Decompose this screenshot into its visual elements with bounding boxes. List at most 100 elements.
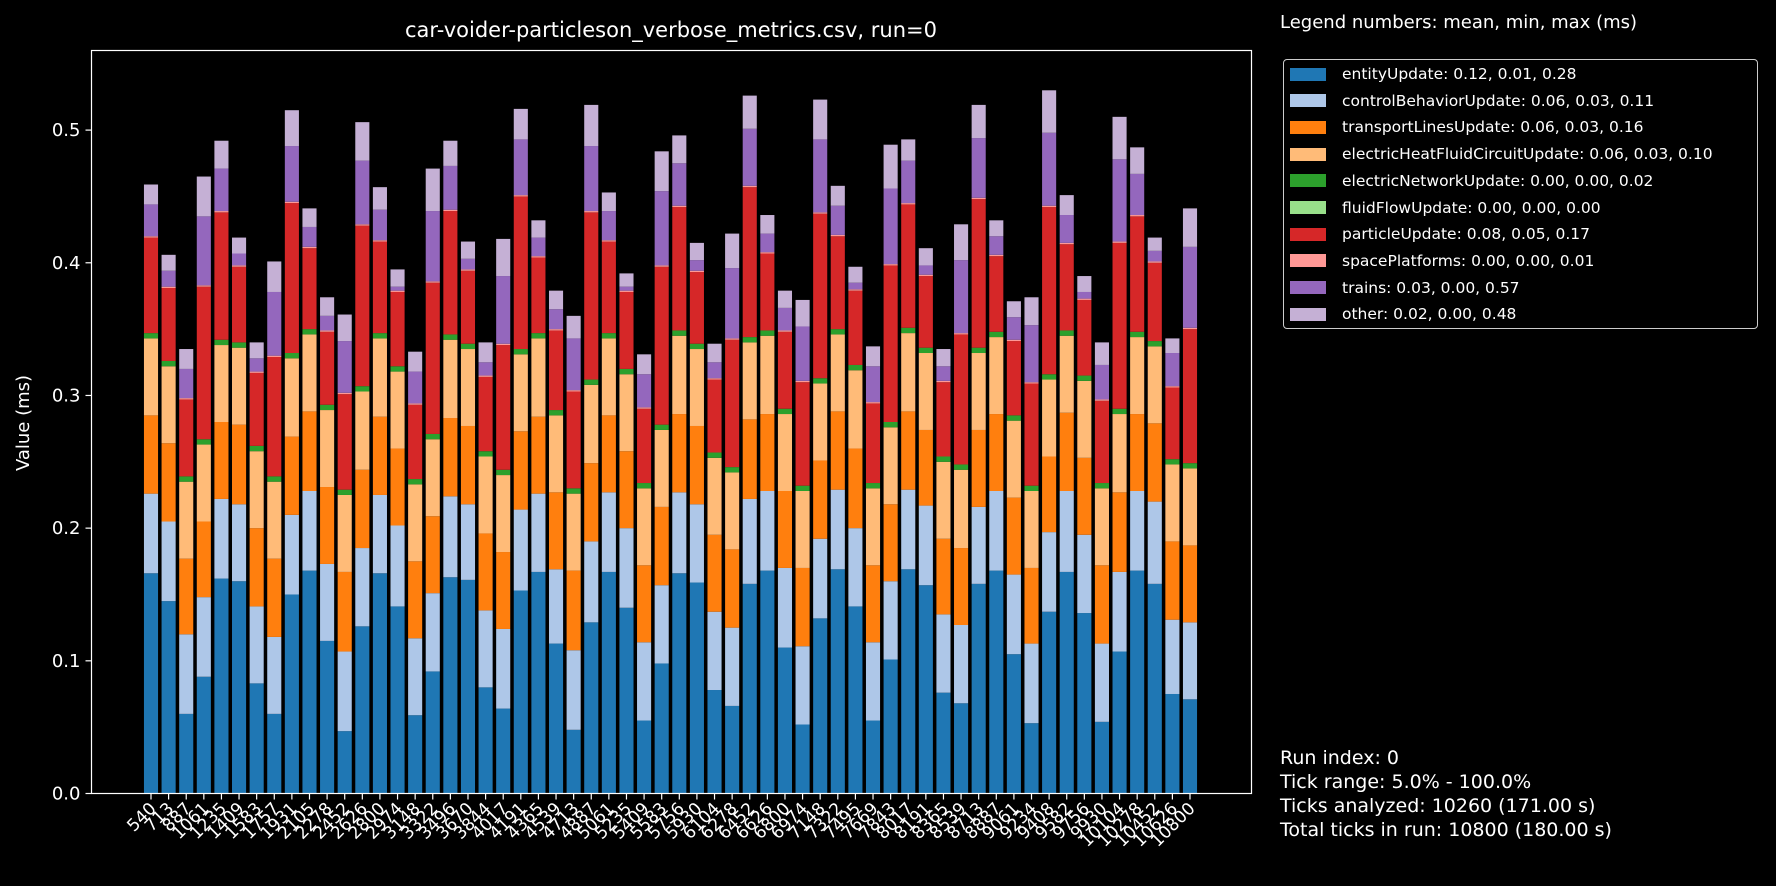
bar-segment-10452-s7 bbox=[1147, 261, 1162, 263]
bar-segment-8713-s2 bbox=[971, 429, 986, 507]
bar-segment-7669-s4 bbox=[865, 483, 881, 489]
bar-segment-1409-s7 bbox=[232, 265, 247, 267]
bar-segment-6974-s1 bbox=[795, 646, 810, 725]
bar-segment-4887-s8 bbox=[584, 146, 599, 212]
bar-segment-1061-s0 bbox=[196, 676, 211, 794]
bar-segment-3322-s3 bbox=[425, 439, 440, 517]
bar-segment-4539-s9 bbox=[548, 290, 564, 310]
bar-segment-6626-s8 bbox=[760, 233, 775, 253]
bar-segment-3148-s6 bbox=[408, 404, 423, 480]
bar-segment-6800-s4 bbox=[777, 408, 793, 415]
bar-segment-4539-s4 bbox=[548, 410, 564, 416]
bar-segment-7148-s8 bbox=[813, 139, 828, 213]
bar-segment-7148-s7 bbox=[813, 212, 828, 214]
bar-segment-9234-s9 bbox=[1024, 297, 1039, 326]
bar-segment-8713-s8 bbox=[971, 138, 986, 198]
run-index-text: Run index: 0 bbox=[1280, 747, 1399, 769]
legend-item: trains: 0.03, 0.00, 0.57 bbox=[1290, 278, 1520, 298]
bar-segment-5235-s1 bbox=[619, 528, 634, 608]
bar-segment-5756-s6 bbox=[672, 207, 687, 331]
y-tick-label: 0.1 bbox=[52, 651, 81, 672]
tick-range-text: Tick range: 5.0% - 100.0% bbox=[1280, 771, 1532, 793]
bar-segment-1757-s9 bbox=[267, 261, 282, 292]
bar-segment-10452-s4 bbox=[1147, 341, 1162, 347]
bar-segment-6800-s7 bbox=[777, 330, 793, 332]
y-axis-ticks: 0.0 0.1 0.2 0.3 0.4 0.5 bbox=[52, 120, 92, 805]
bar-segment-9930-s1 bbox=[1094, 643, 1109, 722]
bar-segment-7322-s6 bbox=[830, 236, 845, 330]
bar-segment-10278-s3 bbox=[1130, 337, 1145, 415]
bar-segment-2800-s0 bbox=[372, 573, 387, 794]
bar-segment-2452-s4 bbox=[337, 489, 352, 495]
bar-segment-8365-s9 bbox=[936, 349, 951, 367]
bar-segment-1931-s0 bbox=[284, 594, 299, 794]
bar-segment-9234-s0 bbox=[1024, 723, 1039, 794]
bar-segment-2800-s4 bbox=[372, 333, 387, 339]
bar-segment-6104-s6 bbox=[707, 379, 722, 453]
bar-segment-1757-s6 bbox=[267, 356, 282, 477]
legend-heading: Legend numbers: mean, min, max (ms) bbox=[1280, 12, 1638, 33]
bar-segment-1583-s7 bbox=[249, 371, 264, 373]
bar-segment-4365-s9 bbox=[531, 220, 546, 238]
bar-segment-3670-s4 bbox=[460, 343, 476, 350]
bar-segment-4887-s9 bbox=[584, 104, 599, 147]
bar-segment-6278-s7 bbox=[725, 338, 740, 340]
bar-segment-8365-s0 bbox=[936, 692, 951, 794]
bar-segment-10626-s8 bbox=[1165, 353, 1180, 387]
bar-segment-4887-s6 bbox=[584, 212, 599, 380]
bar-segment-10626-s6 bbox=[1165, 387, 1180, 460]
bar-segment-4191-s8 bbox=[513, 139, 528, 196]
bar-segment-2800-s9 bbox=[372, 187, 387, 210]
bar-segment-2278-s2 bbox=[320, 487, 335, 564]
bar-segment-2626-s1 bbox=[355, 548, 370, 627]
bar-segment-2278-s6 bbox=[320, 331, 335, 405]
bar-segment-3670-s3 bbox=[460, 349, 476, 426]
bar-segment-4365-s3 bbox=[531, 338, 546, 417]
bar-segment-6626-s0 bbox=[760, 570, 775, 794]
bar-segment-7322-s9 bbox=[830, 185, 845, 206]
bar-segment-6452-s8 bbox=[742, 128, 757, 186]
legend-swatch bbox=[1290, 94, 1326, 108]
bar-segment-1583-s3 bbox=[249, 451, 264, 529]
bar-segment-540-s0 bbox=[143, 573, 159, 794]
bar-segment-9234-s8 bbox=[1024, 325, 1039, 383]
bar-segment-2974-s0 bbox=[390, 606, 405, 794]
bar-segment-6104-s3 bbox=[707, 457, 722, 535]
y-tick-label: 0.4 bbox=[52, 253, 81, 274]
bar-segment-4887-s2 bbox=[584, 463, 599, 542]
bar-segment-3148-s8 bbox=[408, 371, 423, 404]
bar-segment-4887-s4 bbox=[584, 379, 599, 385]
bar-segment-1757-s7 bbox=[267, 355, 282, 357]
bar-segment-10278-s2 bbox=[1130, 414, 1145, 491]
bar-segment-10452-s1 bbox=[1147, 501, 1162, 584]
bar-segment-7495-s0 bbox=[848, 606, 863, 794]
bar-segment-8017-s4 bbox=[901, 327, 916, 334]
bar-segment-7495-s7 bbox=[848, 289, 863, 291]
bar-segment-7843-s3 bbox=[883, 427, 898, 505]
bar-segment-5930-s1 bbox=[689, 504, 704, 583]
bar-segment-9061-s4 bbox=[1006, 415, 1021, 421]
bar-segment-7322-s3 bbox=[830, 334, 845, 412]
bar-segment-1931-s7 bbox=[284, 201, 299, 204]
bar-segment-9756-s9 bbox=[1077, 276, 1092, 292]
bar-segment-9061-s3 bbox=[1006, 420, 1021, 498]
bar-segment-4365-s2 bbox=[531, 416, 546, 494]
bar-segment-6626-s6 bbox=[760, 253, 775, 331]
bar-segment-8887-s3 bbox=[989, 337, 1004, 415]
bar-segment-7495-s1 bbox=[848, 528, 863, 607]
legend-swatch bbox=[1290, 67, 1326, 81]
bar-segment-8887-s2 bbox=[989, 414, 1004, 491]
bar-segment-4713-s6 bbox=[566, 391, 581, 489]
bar-segment-7669-s8 bbox=[865, 366, 881, 403]
legend-swatch bbox=[1290, 307, 1326, 321]
bar-segment-5409-s3 bbox=[637, 488, 652, 566]
bar-segment-1235-s1 bbox=[214, 498, 229, 579]
bar-segment-2105-s4 bbox=[302, 329, 317, 335]
bar-segment-5756-s3 bbox=[672, 335, 687, 415]
bar-segment-8887-s6 bbox=[989, 256, 1004, 332]
bar-segment-7322-s8 bbox=[830, 205, 845, 235]
bar-segment-9061-s2 bbox=[1006, 497, 1021, 575]
bar-segment-1409-s3 bbox=[232, 347, 247, 425]
bar-segment-3322-s6 bbox=[425, 282, 440, 434]
bar-segment-5756-s4 bbox=[672, 330, 687, 336]
